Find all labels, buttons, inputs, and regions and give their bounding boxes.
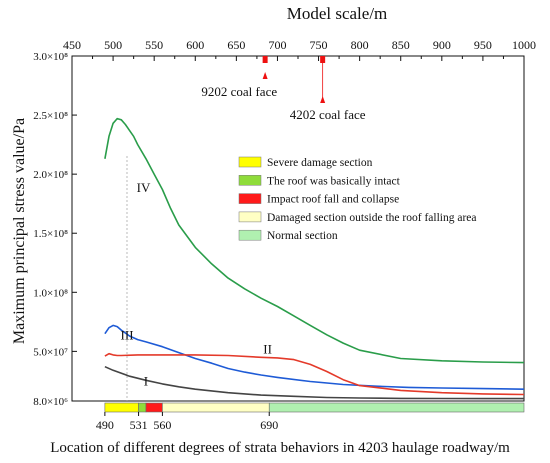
y-axis-title: Maximum principal stress value/Pa — [11, 118, 28, 344]
series-label: IV — [137, 180, 151, 195]
top-tick-label: 700 — [268, 38, 286, 52]
coal-face-marker — [320, 56, 326, 63]
legend-label: Damaged section outside the roof falling… — [267, 212, 476, 224]
y-tick-label: 1.5×10⁸ — [33, 228, 68, 240]
top-tick-label: 800 — [351, 38, 369, 52]
legend-swatch — [238, 229, 262, 241]
bottom-tick-label: 531 — [130, 418, 148, 432]
top-tick-label: 950 — [474, 38, 492, 52]
series-line-III — [104, 324, 525, 390]
series-line-I — [104, 365, 524, 400]
section-segment — [138, 402, 147, 413]
legend-label: Normal section — [267, 230, 338, 242]
top-tick-label: 900 — [433, 38, 451, 52]
coal-face-arrow — [320, 96, 326, 103]
top-tick-label: 600 — [186, 38, 204, 52]
section-segment — [162, 402, 270, 413]
section-segment — [268, 402, 525, 413]
legend-label: The roof was basically intact — [267, 175, 401, 187]
bottom-axis-ticks: 490 531 560 690 — [96, 412, 278, 432]
coal-face-arrow — [262, 72, 268, 79]
y-axis-ticks: 8.0×10⁶ 5.0×10⁷ 1.0×10⁸ 1.5×10⁸ 2.0×10⁸ 2.5×1… — [33, 51, 77, 408]
legend-swatch — [238, 211, 262, 223]
x-axis-title: Location of different degrees of strata … — [50, 440, 510, 456]
section-segment — [104, 402, 139, 413]
section-segment — [145, 402, 163, 413]
series-line-IV — [104, 117, 525, 364]
series-line-II — [104, 352, 525, 396]
top-tick-label: 550 — [145, 38, 163, 52]
y-tick-label: 2.0×10⁸ — [33, 169, 68, 181]
coal-face-marker — [262, 56, 268, 63]
top-tick-label: 750 — [310, 38, 328, 52]
bottom-tick-label: 490 — [96, 418, 114, 432]
y-tick-label: 2.5×10⁸ — [33, 110, 68, 122]
coal-face-label: 4202 coal face — [290, 107, 366, 122]
top-axis-ticks: 450 500 550 600 650 700 750 800 850 900 950 1000 — [63, 38, 536, 61]
legend: Severe damage section The roof was basica… — [238, 156, 476, 242]
top-axis-title: Model scale/m — [287, 4, 388, 23]
legend-swatch — [238, 193, 262, 204]
series-label: III — [121, 328, 134, 343]
legend-swatch — [238, 156, 262, 168]
coal-face-label: 9202 coal face — [201, 84, 277, 99]
y-tick-label: 5.0×10⁷ — [33, 346, 68, 358]
bottom-tick-label: 690 — [260, 418, 278, 432]
series-label: I — [144, 374, 148, 389]
bottom-tick-label: 560 — [153, 418, 171, 432]
series-label: II — [263, 342, 272, 357]
y-tick-label: 8.0×10⁶ — [33, 396, 68, 408]
legend-label: Severe damage section — [267, 157, 373, 169]
series-layer — [104, 117, 525, 400]
coal-face-markers: 9202 coal face 4202 coal face — [201, 56, 366, 122]
section-segment-bar — [104, 402, 525, 413]
top-tick-label: 500 — [104, 38, 122, 52]
legend-label: Impact roof fall and collapse — [267, 194, 399, 206]
top-tick-label: 450 — [63, 38, 81, 52]
top-tick-label: 650 — [227, 38, 245, 52]
legend-swatch — [238, 175, 262, 186]
y-tick-label: 3.0×10⁸ — [33, 51, 68, 63]
top-tick-label: 1000 — [512, 38, 536, 52]
top-tick-label: 850 — [392, 38, 410, 52]
y-tick-label: 1.0×10⁸ — [33, 287, 68, 299]
